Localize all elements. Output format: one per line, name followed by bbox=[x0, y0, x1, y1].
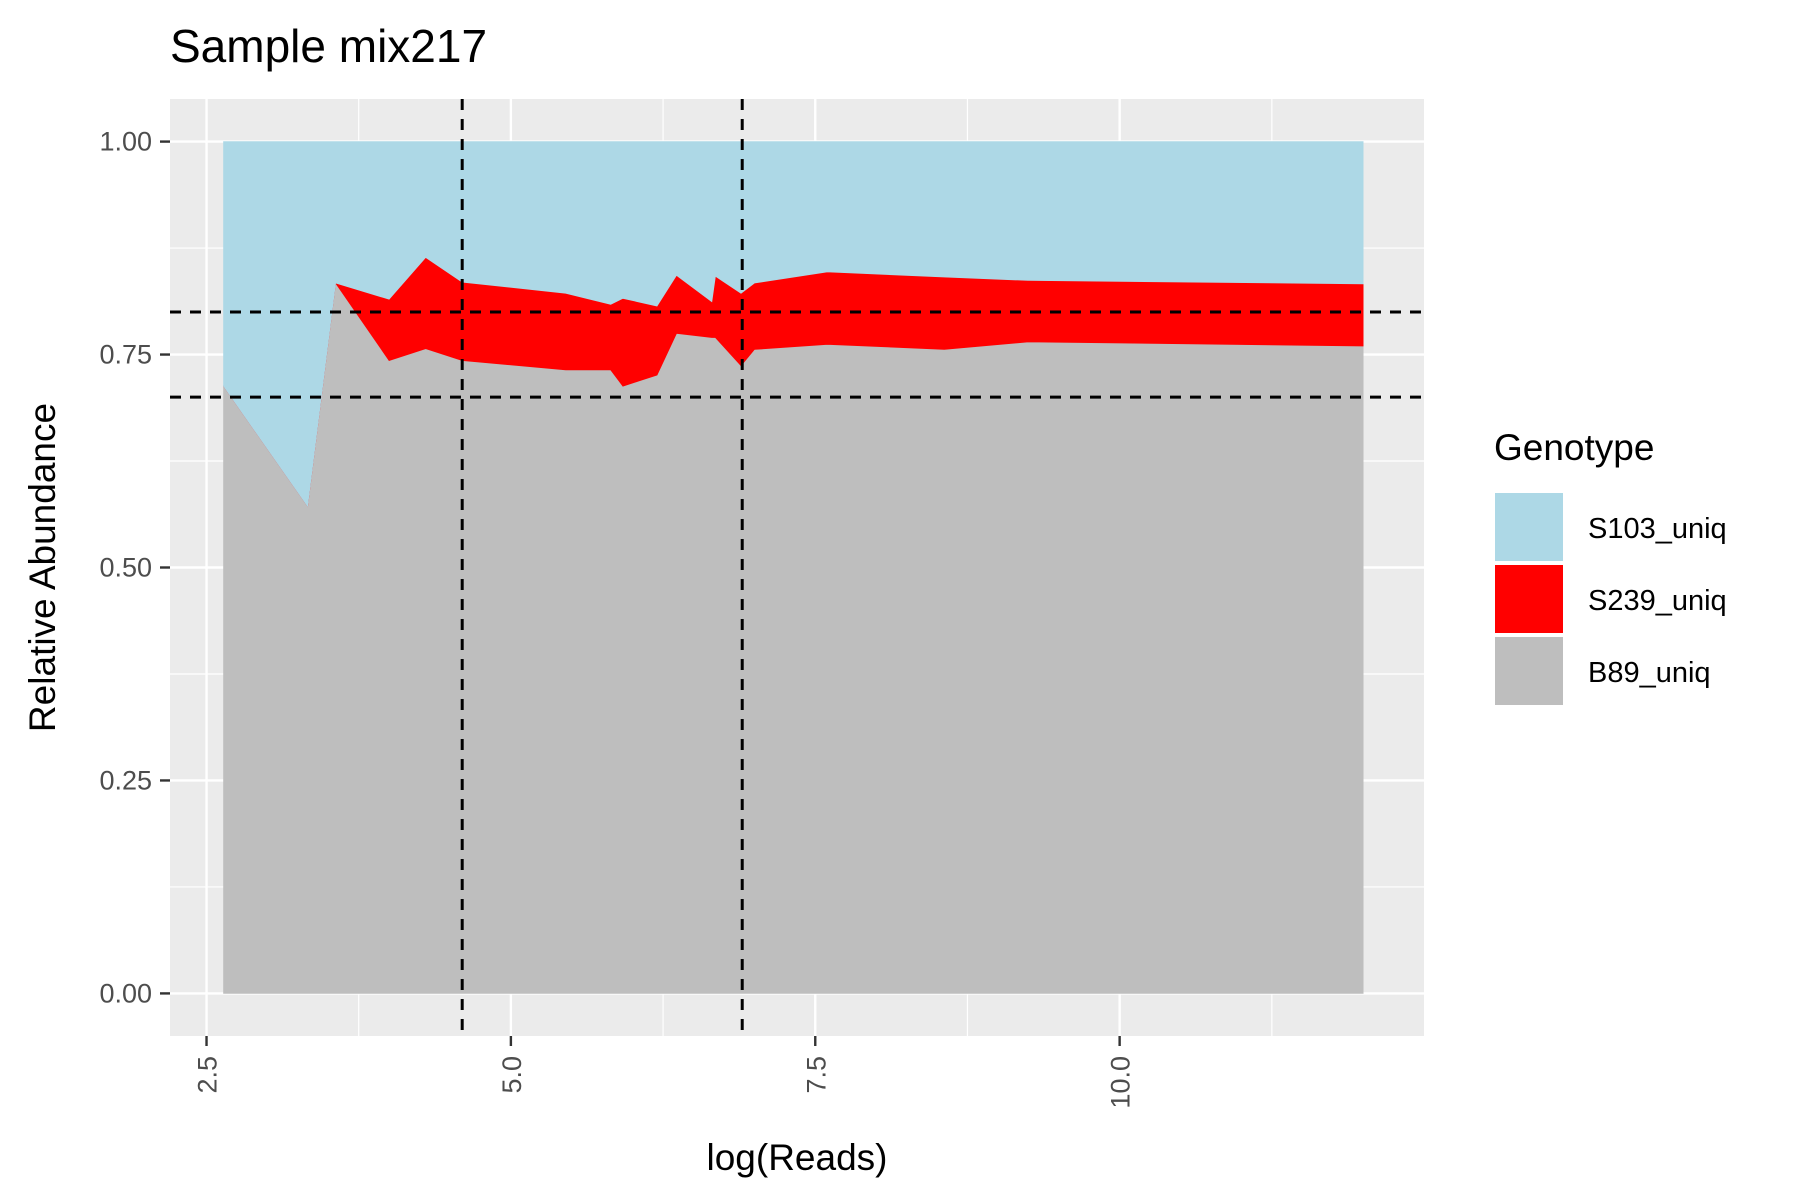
y-tick-label: 1.00 bbox=[99, 127, 152, 157]
legend-swatch-s103-uniq bbox=[1493, 491, 1565, 563]
x-tick-label: 2.5 bbox=[193, 1056, 223, 1094]
y-axis: 0.00 0.25 0.50 0.75 1.00 bbox=[99, 127, 170, 1008]
y-tick-label: 0.75 bbox=[99, 340, 152, 370]
legend-swatch-b89-uniq bbox=[1493, 635, 1565, 707]
legend-label-b89-uniq: B89_uniq bbox=[1588, 657, 1711, 689]
area-s103-uniq bbox=[223, 141, 1364, 508]
x-axis: 2.5 5.0 7.5 10.0 bbox=[193, 1036, 1136, 1109]
legend-items: S103_uniq S239_uniq B89_uniq bbox=[1493, 491, 1727, 707]
legend-title: Genotype bbox=[1494, 427, 1654, 468]
y-tick-label: 0.50 bbox=[99, 553, 152, 583]
y-axis-title: Relative Abundance bbox=[22, 403, 63, 732]
legend-swatch-s239-uniq bbox=[1493, 563, 1565, 635]
x-tick-label: 10.0 bbox=[1106, 1056, 1136, 1109]
x-axis-title: log(Reads) bbox=[707, 1137, 888, 1178]
chart-title: Sample mix217 bbox=[170, 20, 487, 72]
x-tick-label: 5.0 bbox=[497, 1056, 527, 1094]
x-tick-label: 7.5 bbox=[801, 1056, 831, 1094]
legend-label-s103-uniq: S103_uniq bbox=[1588, 513, 1727, 545]
area-b89-uniq bbox=[223, 281, 1364, 994]
area-series bbox=[223, 141, 1364, 994]
legend: Genotype S103_uniq S239_uniq B89_uniq bbox=[1493, 427, 1727, 707]
y-tick-label: 0.25 bbox=[99, 765, 152, 795]
y-tick-label: 0.00 bbox=[99, 978, 152, 1008]
legend-label-s239-uniq: S239_uniq bbox=[1588, 585, 1727, 617]
reference-lines bbox=[170, 99, 1424, 1036]
